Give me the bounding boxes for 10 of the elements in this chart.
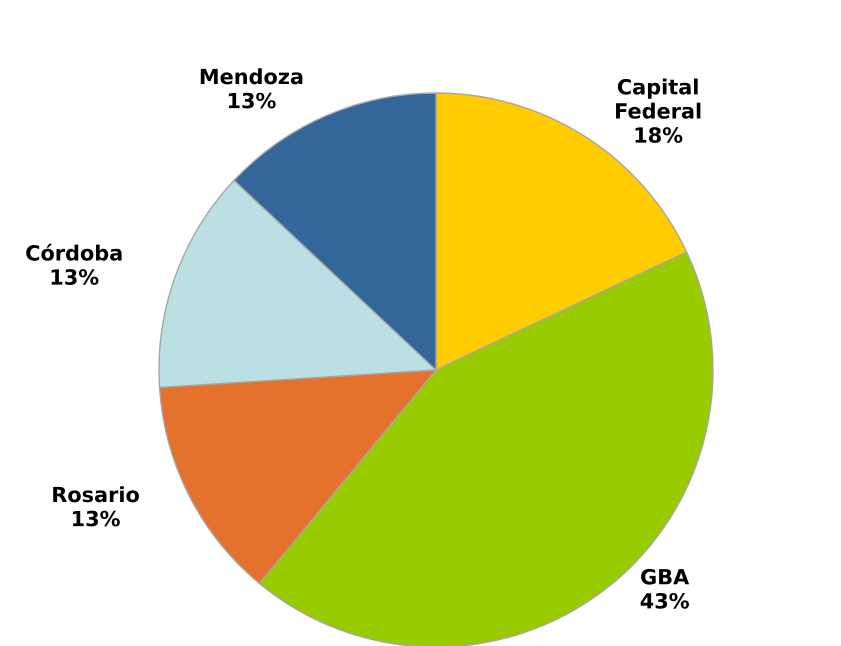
data-label: 43%	[640, 592, 689, 609]
slice-label: Capital Federal	[616, 78, 700, 119]
data-label: 13%	[228, 92, 276, 108]
data-label: 13%	[52, 269, 98, 285]
slice-label: Mendoza	[200, 68, 302, 84]
slice-label: GBA	[641, 568, 690, 585]
data-label: 13%	[72, 510, 120, 526]
data-label: 18%	[636, 127, 682, 143]
slice-label: Rosario	[53, 486, 139, 502]
slice-label: Córdoba	[26, 244, 122, 261]
